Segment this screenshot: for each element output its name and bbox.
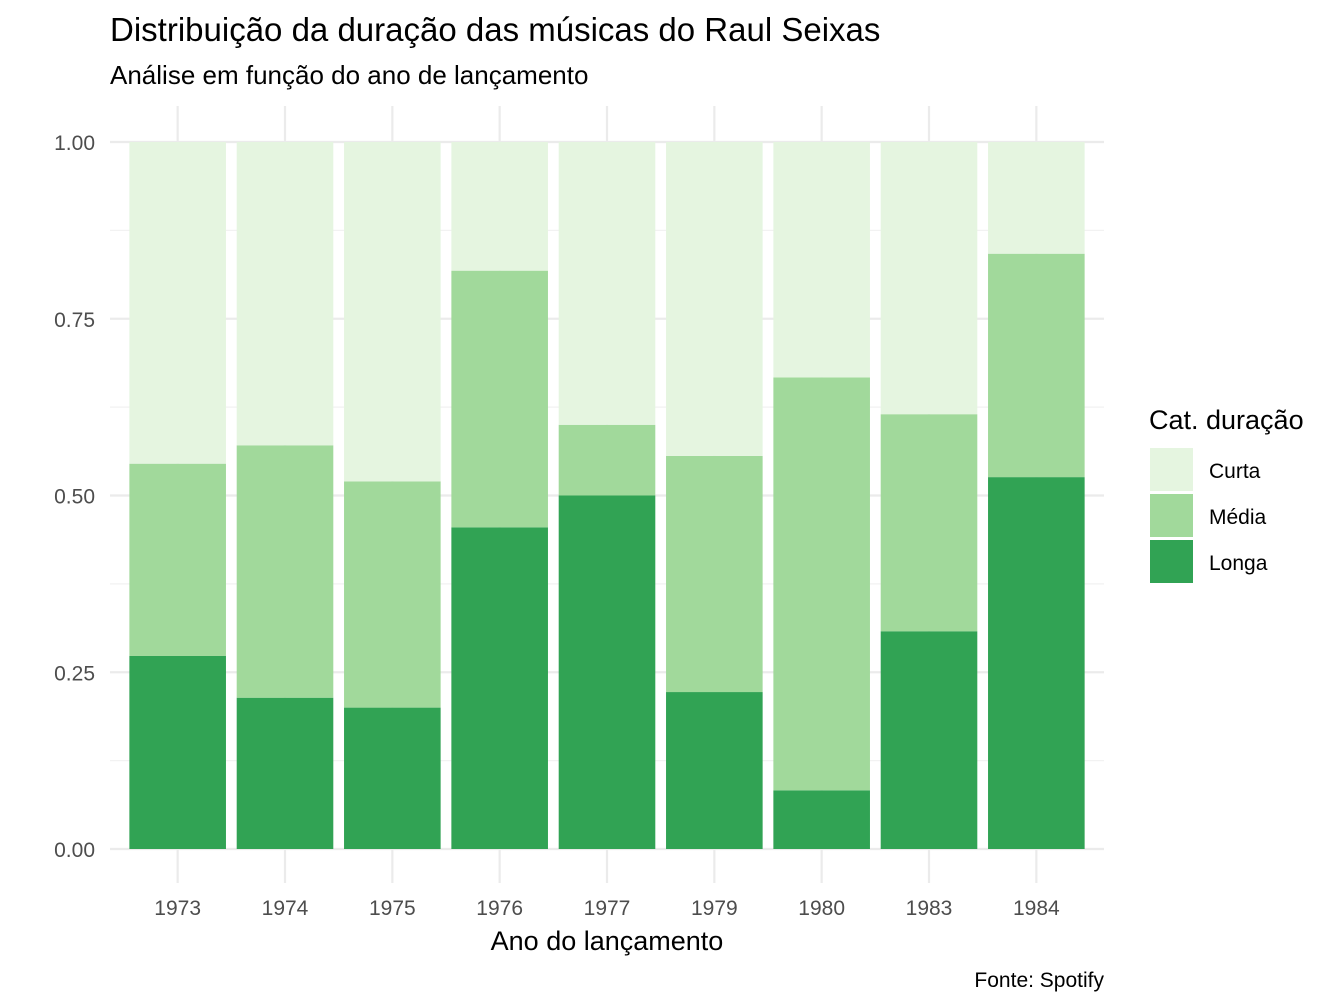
bar-segment [666, 142, 763, 456]
y-tick-label: 1.00 [54, 132, 95, 155]
x-tick-label: 1980 [798, 897, 845, 920]
bar-segment [451, 527, 548, 849]
bar-segment [451, 270, 548, 528]
bar-segment [988, 253, 1085, 478]
legend-swatch [1150, 540, 1193, 583]
legend-swatch [1150, 448, 1193, 491]
chart-caption: Fonte: Spotify [974, 969, 1104, 992]
bar-segment [988, 477, 1085, 849]
x-tick-label: 1974 [262, 897, 309, 920]
x-tick-label: 1983 [906, 897, 953, 920]
legend-label: Longa [1209, 552, 1268, 575]
bar-segment [236, 142, 334, 446]
bar-segment [666, 692, 763, 849]
x-tick-label: 1984 [1013, 897, 1060, 920]
legend-title: Cat. duração [1149, 405, 1304, 435]
bar-segment [773, 377, 870, 791]
y-tick-label: 0.75 [54, 309, 95, 332]
bar-segment [558, 142, 656, 425]
bar-segment [773, 142, 870, 378]
bar-segment [236, 697, 334, 849]
bar-segment [666, 455, 763, 693]
legend-label: Média [1209, 506, 1267, 529]
bar-segment [558, 424, 656, 496]
bar-segment [880, 631, 978, 849]
x-axis-ticks: 1973 1974 1975 1976 1977 1979 1980 1983 1984 [154, 897, 1060, 920]
bar-segment [451, 142, 548, 271]
chart-title: Distribuição da duração das músicas do R… [110, 11, 880, 48]
legend-label: Curta [1209, 460, 1261, 483]
chart-subtitle: Análise em função do ano de lançamento [110, 60, 588, 90]
bar-segment [236, 445, 334, 698]
bar-segment [129, 142, 226, 464]
x-tick-label: 1979 [691, 897, 738, 920]
bar-segment [129, 655, 226, 849]
bar-segment [344, 481, 441, 708]
x-tick-label: 1977 [584, 897, 631, 920]
bar-segment [880, 142, 978, 415]
bar-segment [988, 142, 1085, 254]
x-tick-label: 1975 [369, 897, 416, 920]
y-tick-label: 0.25 [54, 662, 95, 685]
bar-segment [558, 495, 656, 849]
bar-segment [880, 414, 978, 632]
y-axis-ticks: 0.00 0.25 0.50 0.75 1.00 [54, 132, 95, 862]
y-tick-label: 0.50 [54, 486, 95, 509]
x-axis-title: Ano do lançamento [491, 926, 724, 956]
bar-segment [773, 790, 870, 849]
legend: Cat. duração Curta Média Longa [1149, 405, 1304, 583]
bar-segment [344, 707, 441, 849]
x-tick-label: 1973 [154, 897, 201, 920]
bars [129, 142, 1085, 849]
bar-segment [344, 142, 441, 482]
x-tick-label: 1976 [476, 897, 523, 920]
y-tick-label: 0.00 [54, 839, 95, 862]
bar-segment [129, 463, 226, 656]
legend-swatch [1150, 494, 1193, 537]
